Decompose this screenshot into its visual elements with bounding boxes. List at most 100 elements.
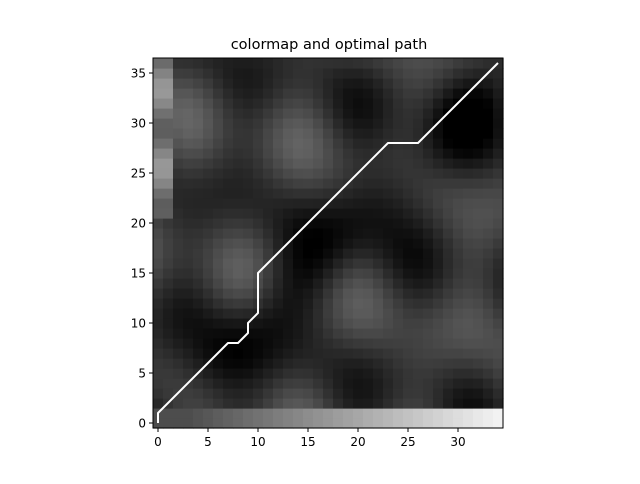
heatmap-cell (283, 368, 294, 379)
heatmap-cell (353, 348, 364, 359)
heatmap-cell (393, 98, 404, 109)
heatmap-cell (243, 58, 254, 69)
heatmap-cell (333, 408, 344, 419)
heatmap-cell (363, 418, 374, 429)
heatmap-cell (383, 158, 394, 169)
heatmap-cell (363, 248, 374, 259)
heatmap-cell (253, 118, 264, 129)
heatmap-cell (223, 418, 234, 429)
heatmap-cell (483, 88, 494, 99)
heatmap-cell (463, 368, 474, 379)
heatmap-cell (193, 188, 204, 199)
heatmap-cell (293, 288, 304, 299)
heatmap-cell (403, 158, 414, 169)
heatmap-cell (403, 348, 414, 359)
heatmap-cell (183, 348, 194, 359)
heatmap-cell (213, 98, 224, 109)
heatmap-cell (363, 308, 374, 319)
heatmap-cell (423, 328, 434, 339)
heatmap-cell (213, 238, 224, 249)
heatmap-cell (473, 118, 484, 129)
heatmap-cell (243, 198, 254, 209)
heatmap-cell (303, 188, 314, 199)
heatmap-cell (203, 168, 214, 179)
heatmap-cell (433, 408, 444, 419)
heatmap-cell (363, 268, 374, 279)
heatmap-cell (313, 198, 324, 209)
heatmap-cell (193, 388, 204, 399)
heatmap-cell (483, 338, 494, 349)
heatmap-cell (323, 278, 334, 289)
heatmap-cell (233, 198, 244, 209)
heatmap-cell (273, 398, 284, 409)
heatmap-cell (163, 168, 174, 179)
heatmap-cell (493, 318, 504, 329)
heatmap-cell (293, 328, 304, 339)
heatmap-cell (213, 418, 224, 429)
heatmap-cell (263, 188, 274, 199)
heatmap-cell (203, 418, 214, 429)
heatmap-cell (263, 208, 274, 219)
heatmap-cell (163, 188, 174, 199)
heatmap-cell (453, 218, 464, 229)
heatmap-cell (193, 98, 204, 109)
heatmap-cell (393, 328, 404, 339)
heatmap-cell (283, 298, 294, 309)
heatmap-cell (373, 178, 384, 189)
heatmap-cell (493, 278, 504, 289)
heatmap-cell (463, 358, 474, 369)
heatmap-cell (453, 398, 464, 409)
heatmap-cell (423, 248, 434, 259)
heatmap-cell (233, 68, 244, 79)
heatmap-cell (413, 298, 424, 309)
heatmap-cell (483, 408, 494, 419)
heatmap-cell (363, 128, 374, 139)
heatmap-cell (343, 108, 354, 119)
heatmap-cell (483, 258, 494, 269)
heatmap-cell (273, 418, 284, 429)
heatmap-cell (263, 398, 274, 409)
heatmap-cell (383, 118, 394, 129)
heatmap-cell (233, 418, 244, 429)
heatmap-cell (163, 138, 174, 149)
heatmap-cell (193, 298, 204, 309)
heatmap-cell (233, 398, 244, 409)
heatmap-cell (393, 218, 404, 229)
heatmap-cell (323, 298, 334, 309)
heatmap-cell (473, 398, 484, 409)
heatmap-cell (173, 288, 184, 299)
heatmap-cell (263, 298, 274, 309)
heatmap-cell (343, 318, 354, 329)
heatmap-cell (173, 318, 184, 329)
heatmap-cell (453, 188, 464, 199)
heatmap-cell (263, 228, 274, 239)
heatmap-cell (453, 148, 464, 159)
heatmap-cell (313, 118, 324, 129)
heatmap-cell (383, 268, 394, 279)
heatmap-cell (433, 188, 444, 199)
heatmap-cell (233, 308, 244, 319)
heatmap-cell (463, 228, 474, 239)
heatmap-cell (413, 58, 424, 69)
heatmap-cell (253, 58, 264, 69)
heatmap-cell (203, 388, 214, 399)
heatmap-cell (243, 358, 254, 369)
heatmap-cell (153, 188, 164, 199)
heatmap-cell (333, 378, 344, 389)
heatmap-cell (183, 258, 194, 269)
heatmap-cell (163, 128, 174, 139)
heatmap-cell (173, 328, 184, 339)
heatmap-cell (403, 248, 414, 259)
heatmap-cell (483, 128, 494, 139)
heatmap-cell (263, 168, 274, 179)
heatmap-cell (253, 98, 264, 109)
heatmap-cell (313, 128, 324, 139)
heatmap-cell (453, 408, 464, 419)
heatmap-cell (333, 228, 344, 239)
heatmap-cell (243, 188, 254, 199)
heatmap-cell (163, 418, 174, 429)
heatmap-cell (433, 378, 444, 389)
heatmap-cell (293, 298, 304, 309)
heatmap-cell (223, 148, 234, 159)
heatmap-cell (303, 78, 314, 89)
